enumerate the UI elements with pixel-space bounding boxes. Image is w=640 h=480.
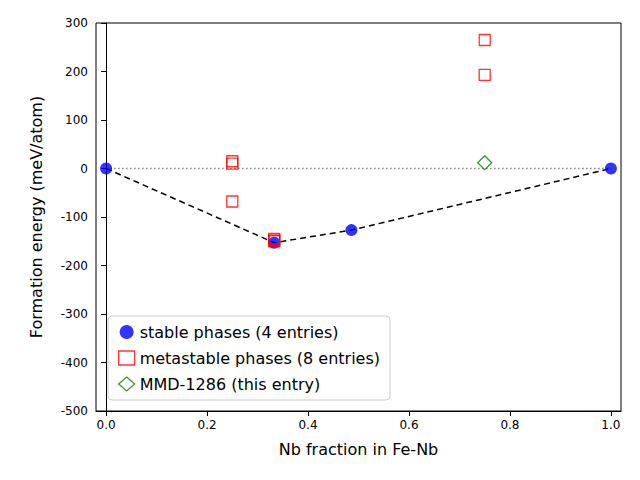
svg-text:MMD-1286 (this entry): MMD-1286 (this entry) bbox=[140, 375, 321, 394]
svg-text:Formation energy (meV/atom): Formation energy (meV/atom) bbox=[27, 96, 46, 338]
svg-text:1.0: 1.0 bbox=[601, 418, 620, 432]
svg-text:-100: -100 bbox=[61, 210, 88, 224]
svg-text:0.8: 0.8 bbox=[500, 418, 519, 432]
svg-text:0.6: 0.6 bbox=[399, 418, 418, 432]
svg-text:0.4: 0.4 bbox=[298, 418, 317, 432]
svg-text:-300: -300 bbox=[61, 307, 88, 321]
svg-text:Nb fraction in Fe-Nb: Nb fraction in Fe-Nb bbox=[279, 440, 439, 459]
svg-text:-200: -200 bbox=[61, 259, 88, 273]
svg-text:0.0: 0.0 bbox=[97, 418, 116, 432]
svg-text:0.2: 0.2 bbox=[198, 418, 217, 432]
svg-text:metastable phases (8 entries): metastable phases (8 entries) bbox=[140, 349, 380, 368]
svg-text:-500: -500 bbox=[61, 404, 88, 418]
svg-text:-400: -400 bbox=[61, 356, 88, 370]
svg-text:0: 0 bbox=[80, 162, 88, 176]
svg-text:100: 100 bbox=[65, 113, 88, 127]
svg-text:stable phases (4 entries): stable phases (4 entries) bbox=[140, 323, 339, 342]
svg-text:200: 200 bbox=[65, 65, 88, 79]
svg-text:300: 300 bbox=[65, 16, 88, 30]
